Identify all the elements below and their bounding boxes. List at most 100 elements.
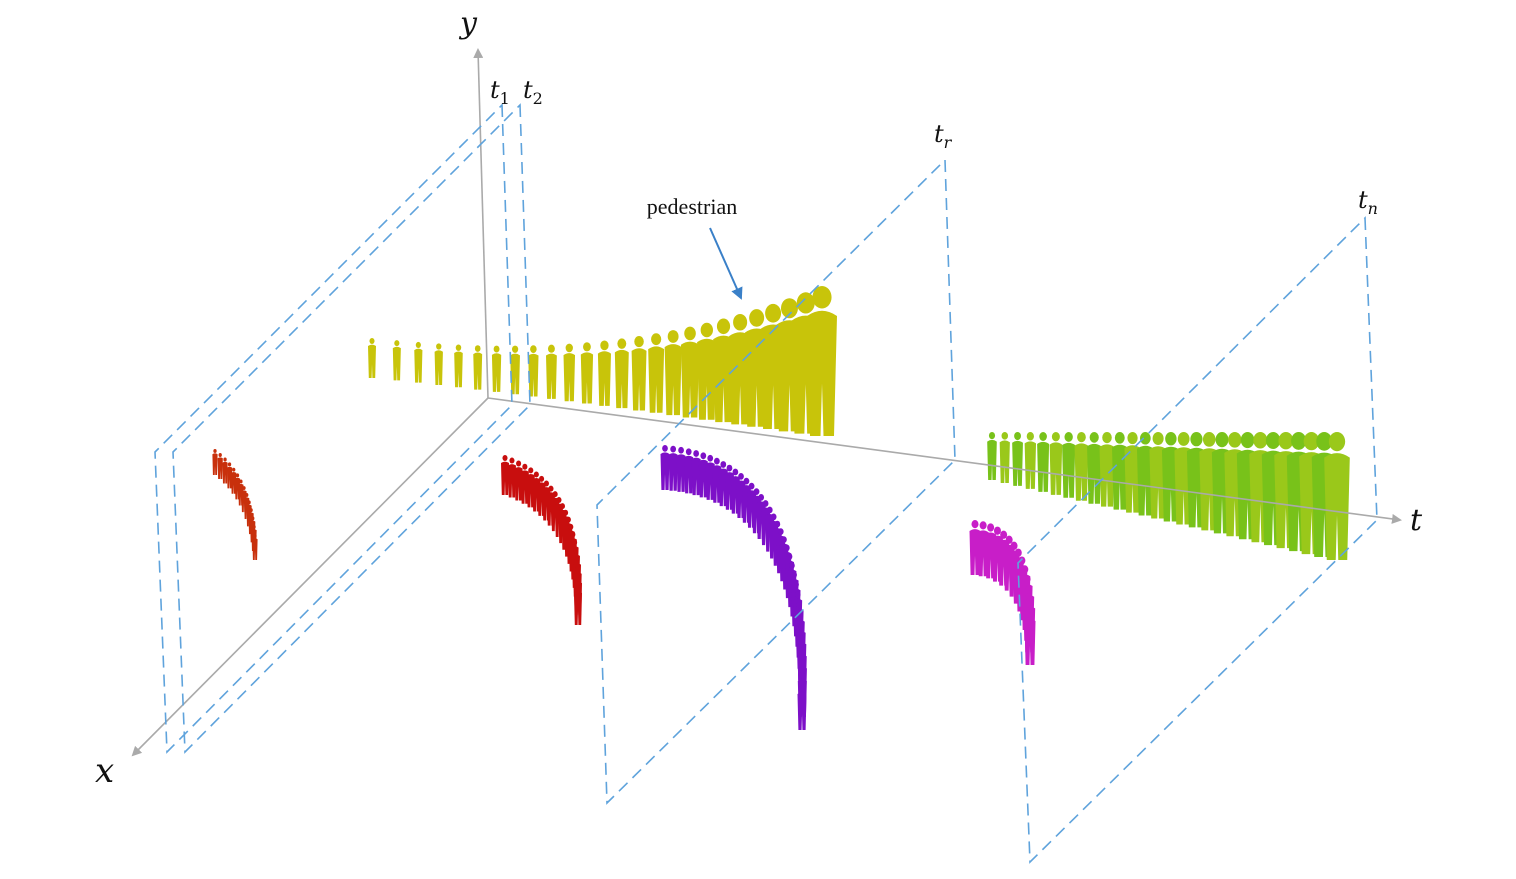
silhouette-part: [1265, 432, 1281, 449]
silhouette-part: [799, 672, 806, 679]
silhouette-part: [707, 454, 714, 462]
silhouette-part: [614, 349, 629, 409]
silhouette-part: [693, 450, 700, 457]
silhouette-part: [774, 520, 781, 528]
pedestrian-silhouette: [648, 333, 665, 413]
silhouette-part: [651, 333, 662, 346]
silhouette-part: [1000, 530, 1008, 539]
silhouette-part: [743, 477, 750, 485]
silhouette-part: [565, 343, 573, 353]
annotation: pedestrian: [647, 194, 737, 219]
silhouette-part: [733, 314, 748, 331]
pedestrian-silhouette: [231, 467, 237, 494]
plane-label-main: t: [490, 76, 500, 104]
silhouette-part: [789, 562, 795, 569]
silhouette-part: [1005, 535, 1013, 544]
pedestrian-silhouette: [454, 344, 463, 388]
plane-label-sub: 2: [533, 89, 543, 108]
plane-label: t1: [490, 76, 510, 108]
silhouette-part: [543, 480, 549, 487]
silhouette-part: [697, 338, 717, 420]
plane-label-sub: r: [944, 133, 953, 152]
silhouette-part: [507, 464, 516, 498]
pedestrians: [212, 286, 1350, 730]
silhouette-part: [528, 353, 539, 397]
silhouette-part: [765, 303, 782, 323]
silhouette-part: [700, 452, 707, 460]
pedestrian-silhouette: [698, 452, 708, 498]
silhouette-part: [780, 298, 798, 319]
silhouette-part: [533, 471, 539, 478]
pedestrian-silhouette: [1012, 432, 1023, 486]
pedestrian-silhouette: [676, 446, 686, 492]
pedestrian-silhouette: [1062, 432, 1076, 498]
silhouette-part: [249, 508, 253, 513]
pedestrian-silhouette: [212, 449, 218, 475]
silhouette-part: [812, 286, 832, 309]
silhouette-part: [1064, 432, 1073, 442]
silhouette-part: [648, 346, 665, 413]
silhouette-part: [516, 460, 522, 467]
silhouette-part: [575, 575, 581, 582]
silhouette-part: [726, 464, 733, 472]
silhouette-part: [252, 524, 256, 529]
silhouette-part: [574, 556, 580, 563]
silhouette-part: [1026, 597, 1034, 606]
plane-tn: [1017, 216, 1378, 864]
silhouette-part: [368, 344, 376, 378]
silhouette-part: [1152, 432, 1164, 445]
pedestrian-silhouette: [580, 342, 594, 404]
silhouette-part: [1127, 432, 1138, 445]
silhouette-part: [1202, 432, 1216, 447]
silhouette-part: [1316, 432, 1333, 451]
pedestrian-silhouette: [546, 344, 557, 399]
silhouette-part: [1023, 575, 1031, 584]
silhouette-part: [1012, 440, 1023, 486]
silhouette-part: [223, 457, 227, 462]
silhouette-part: [473, 352, 483, 390]
silhouette-part: [791, 571, 797, 579]
silhouette-part: [245, 493, 249, 497]
silhouette-part: [1114, 432, 1125, 444]
pedestrian-silhouette: [1024, 432, 1037, 489]
silhouette-part: [1177, 432, 1190, 446]
silhouette-part: [1278, 432, 1294, 450]
silhouette-part: [251, 516, 255, 521]
silhouette-part: [512, 345, 519, 353]
pedestrian-silhouette: [217, 453, 223, 480]
silhouette-part: [748, 482, 755, 490]
silhouette-part: [539, 475, 545, 482]
silhouette-part: [559, 503, 565, 510]
silhouette-part: [684, 326, 696, 341]
x-label: x: [95, 751, 114, 791]
pedestrian-silhouette: [222, 457, 228, 484]
silhouette-part: [1240, 432, 1255, 449]
silhouette-part: [414, 348, 423, 383]
silhouette-part: [514, 467, 523, 501]
silhouette-part: [685, 448, 692, 456]
silhouette-part: [509, 457, 515, 464]
plane-tr: [596, 158, 956, 805]
pedestrian-silhouette: [1074, 432, 1089, 501]
silhouette-part: [797, 692, 807, 730]
pedestrian-silhouette: [473, 345, 483, 390]
silhouette-part: [716, 318, 731, 335]
silhouette-part: [798, 635, 805, 643]
silhouette-part: [634, 335, 644, 348]
pedestrian-silhouette: [969, 520, 981, 575]
silhouette-part: [1024, 441, 1037, 489]
silhouette-part: [510, 353, 520, 395]
silhouette-part: [491, 353, 502, 392]
pedestrian-silhouette: [705, 454, 715, 500]
plane-label-main: t: [1358, 186, 1368, 214]
silhouette-part: [738, 473, 744, 480]
y-label: y: [458, 6, 478, 41]
silhouette-part: [493, 345, 500, 353]
silhouette-part: [1112, 444, 1128, 510]
silhouette-part: [798, 623, 805, 631]
silhouette-part: [999, 440, 1010, 483]
silhouette-part: [762, 500, 769, 507]
silhouette-part: [993, 526, 1001, 535]
pedestrian-silhouette: [563, 343, 576, 402]
pedestrian-silhouette: [1049, 432, 1063, 495]
